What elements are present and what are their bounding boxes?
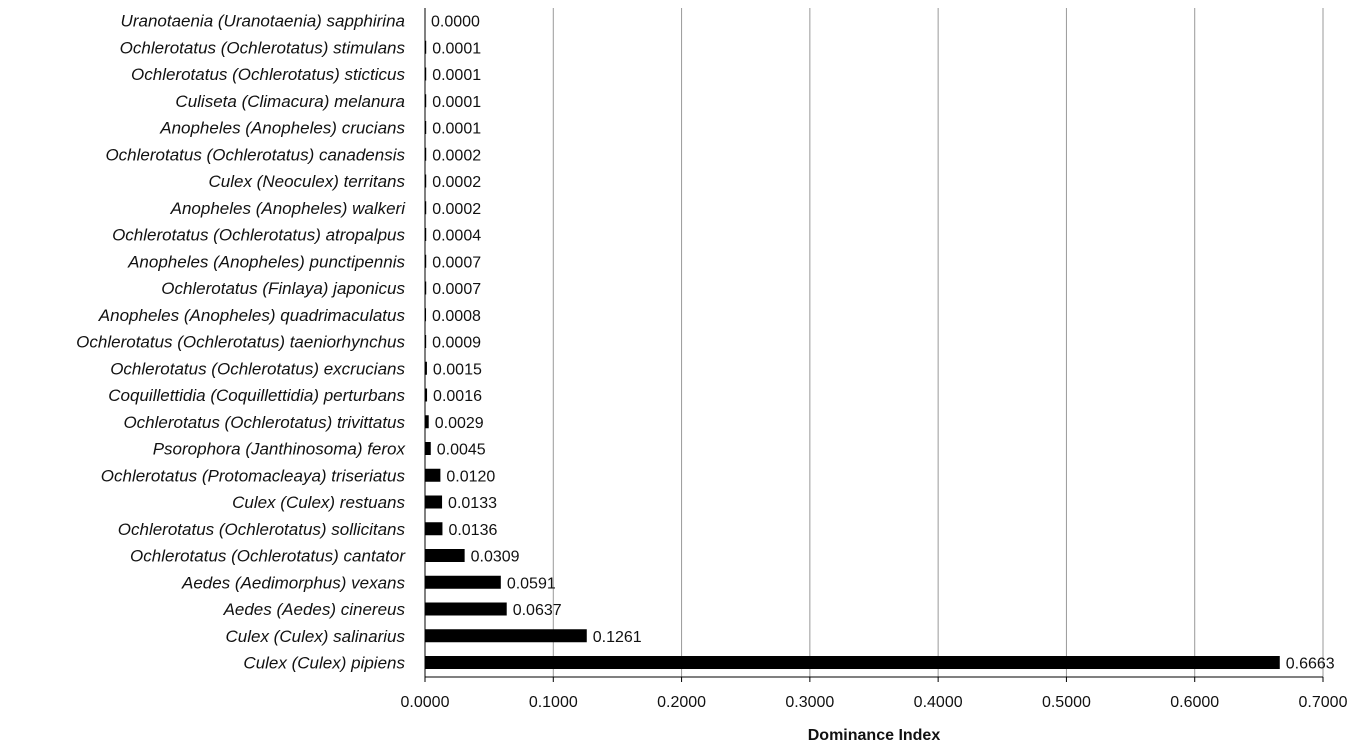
value-label: 0.0016: [433, 388, 482, 405]
bar: [425, 67, 427, 81]
x-tick-labels: 0.0000 0.1000 0.2000 0.3000 0.4000 0.5000 0.60…: [401, 694, 1348, 711]
bar: [425, 121, 427, 134]
category-label: Psorophora (Janthinosoma) ferox: [153, 440, 406, 459]
category-label: Aedes (Aedes) cinereus: [223, 600, 406, 619]
category-label: Ochlerotatus (Protomacleaya) triseriatus: [101, 466, 406, 485]
bar: [425, 308, 427, 322]
bar: [425, 468, 441, 482]
bar: [425, 228, 427, 241]
category-label: Anopheles (Anopheles) punctipennis: [127, 252, 405, 271]
bar: [425, 147, 427, 161]
value-label: 0.0001: [432, 40, 481, 57]
bar: [425, 549, 465, 562]
category-label: Anopheles (Anopheles) quadrimaculatus: [98, 306, 406, 325]
category-label: Ochlerotatus (Ochlerotatus) trivittatus: [123, 413, 405, 432]
bar: [425, 495, 443, 509]
x-tick-label: 0.3000: [785, 694, 834, 711]
bar: [425, 656, 1280, 669]
category-label: Anopheles (Anopheles) crucians: [159, 119, 405, 138]
category-label: Ochlerotatus (Ochlerotatus) sticticus: [131, 65, 405, 84]
bar: [425, 201, 427, 215]
value-labels: 0.0000 0.0001 0.0001 0.0001 0.0001 0.0002 0.00…: [431, 14, 1335, 673]
bar: [425, 335, 427, 348]
bar: [425, 522, 443, 536]
axes: [424, 8, 1324, 682]
bar: [425, 281, 427, 295]
category-label: Culiseta (Climacura) melanura: [175, 92, 405, 111]
category-label: Ochlerotatus (Ochlerotatus) sollicitans: [118, 520, 406, 539]
value-label: 0.0007: [432, 281, 481, 298]
value-label: 0.0045: [437, 442, 486, 459]
value-label: 0.6663: [1286, 656, 1335, 673]
value-label: 0.0637: [513, 602, 562, 619]
x-axis-title: Dominance Index: [808, 727, 941, 744]
value-label: 0.0001: [432, 121, 481, 138]
x-tick-label: 0.1000: [529, 694, 578, 711]
bar: [425, 629, 587, 643]
bars: [425, 40, 1280, 669]
category-label: Ochlerotatus (Finlaya) japonicus: [161, 279, 405, 298]
x-tick-label: 0.2000: [657, 694, 706, 711]
category-label: Uranotaenia (Uranotaenia) sapphirina: [121, 12, 405, 31]
category-label: Culex (Neoculex) territans: [208, 172, 405, 191]
category-label: Ochlerotatus (Ochlerotatus) taeniorhynch…: [76, 333, 405, 352]
value-label: 0.0029: [435, 415, 484, 432]
category-label: Coquillettidia (Coquillettidia) perturba…: [108, 386, 405, 405]
category-label: Ochlerotatus (Ochlerotatus) excrucians: [110, 359, 405, 378]
x-tick-label: 0.6000: [1170, 694, 1219, 711]
x-tick-label: 0.5000: [1042, 694, 1091, 711]
category-label: Aedes (Aedimorphus) vexans: [181, 573, 406, 592]
value-label: 0.0133: [448, 495, 497, 512]
gridlines: [552, 8, 1324, 677]
bar: [425, 388, 428, 402]
category-label: Ochlerotatus (Ochlerotatus) atropalpus: [112, 226, 405, 245]
category-label: Culex (Culex) restuans: [232, 493, 405, 512]
value-label: 0.0002: [432, 201, 481, 218]
category-label: Ochlerotatus (Ochlerotatus) cantator: [130, 547, 406, 566]
x-tick-label: 0.4000: [914, 694, 963, 711]
category-labels: Uranotaenia (Uranotaenia) sapphirina Ochl…: [76, 12, 406, 673]
value-label: 0.0591: [507, 575, 556, 592]
category-label: Culex (Culex) pipiens: [243, 654, 405, 673]
x-tick-label: 0.0000: [401, 694, 450, 711]
category-label: Ochlerotatus (Ochlerotatus) canadensis: [105, 145, 405, 164]
bar: [425, 602, 507, 616]
category-label: Ochlerotatus (Ochlerotatus) stimulans: [120, 38, 406, 57]
value-label: 0.0009: [432, 335, 481, 352]
category-label: Culex (Culex) salinarius: [225, 627, 405, 646]
bar: [425, 174, 427, 188]
value-label: 0.0000: [431, 14, 480, 31]
value-label: 0.0120: [446, 468, 495, 485]
bar: [425, 40, 427, 54]
category-label: Anopheles (Anopheles) walkeri: [170, 199, 407, 218]
bar: [425, 415, 429, 429]
value-label: 0.0309: [471, 549, 520, 566]
value-label: 0.0136: [448, 522, 497, 539]
bar: [425, 442, 431, 455]
value-label: 0.0015: [433, 361, 482, 378]
bar: [425, 94, 427, 108]
value-label: 0.0001: [432, 67, 481, 84]
bar: [425, 575, 501, 589]
value-label: 0.0002: [432, 147, 481, 164]
bar: [425, 254, 427, 268]
value-label: 0.0002: [432, 174, 481, 191]
value-label: 0.1261: [593, 629, 642, 646]
value-label: 0.0001: [432, 94, 481, 111]
value-label: 0.0008: [432, 308, 481, 325]
value-label: 0.0007: [432, 254, 481, 271]
bar: [425, 361, 427, 375]
value-label: 0.0004: [432, 228, 481, 245]
x-tick-label: 0.7000: [1299, 694, 1348, 711]
